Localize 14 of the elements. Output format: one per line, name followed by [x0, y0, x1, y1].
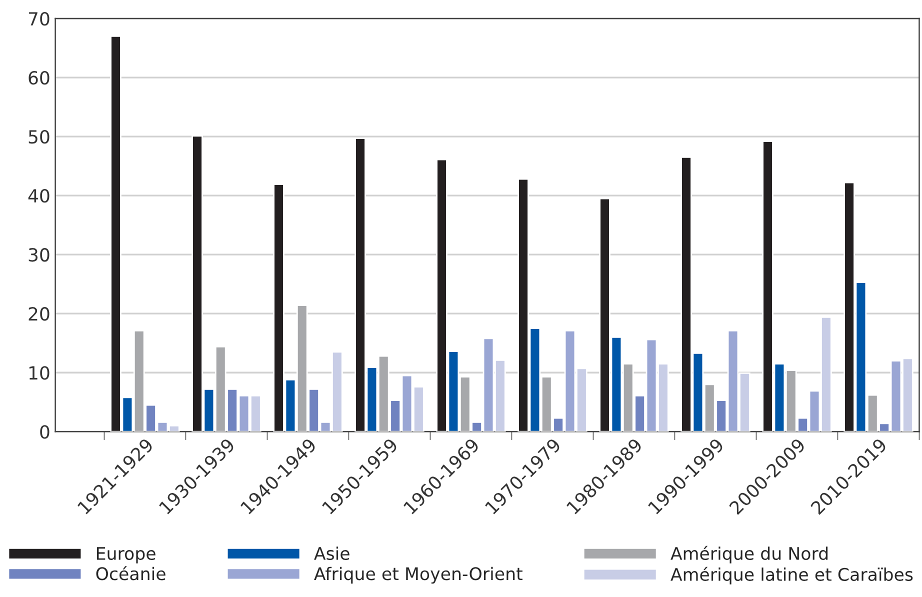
- y-tick-label: 20: [28, 307, 50, 321]
- y-tick-label: 50: [28, 130, 50, 144]
- y-tick-label: 30: [28, 248, 50, 262]
- legend-label: Océanie: [96, 566, 166, 580]
- legend-label: Asie: [314, 546, 350, 560]
- legend-label: Amérique latine et Caraïbes: [670, 566, 913, 584]
- legend-label: Afrique et Moyen-Orient: [314, 566, 522, 584]
- y-tick-label: 10: [29, 366, 50, 380]
- y-tick-label: 70: [28, 12, 50, 26]
- y-tick-label: 0: [40, 425, 50, 439]
- y-tick-label: 40: [28, 189, 50, 203]
- legend-label: Amérique du Nord: [670, 546, 828, 564]
- legend-label: Europe: [97, 547, 156, 564]
- y-tick-label: 60: [28, 70, 50, 85]
